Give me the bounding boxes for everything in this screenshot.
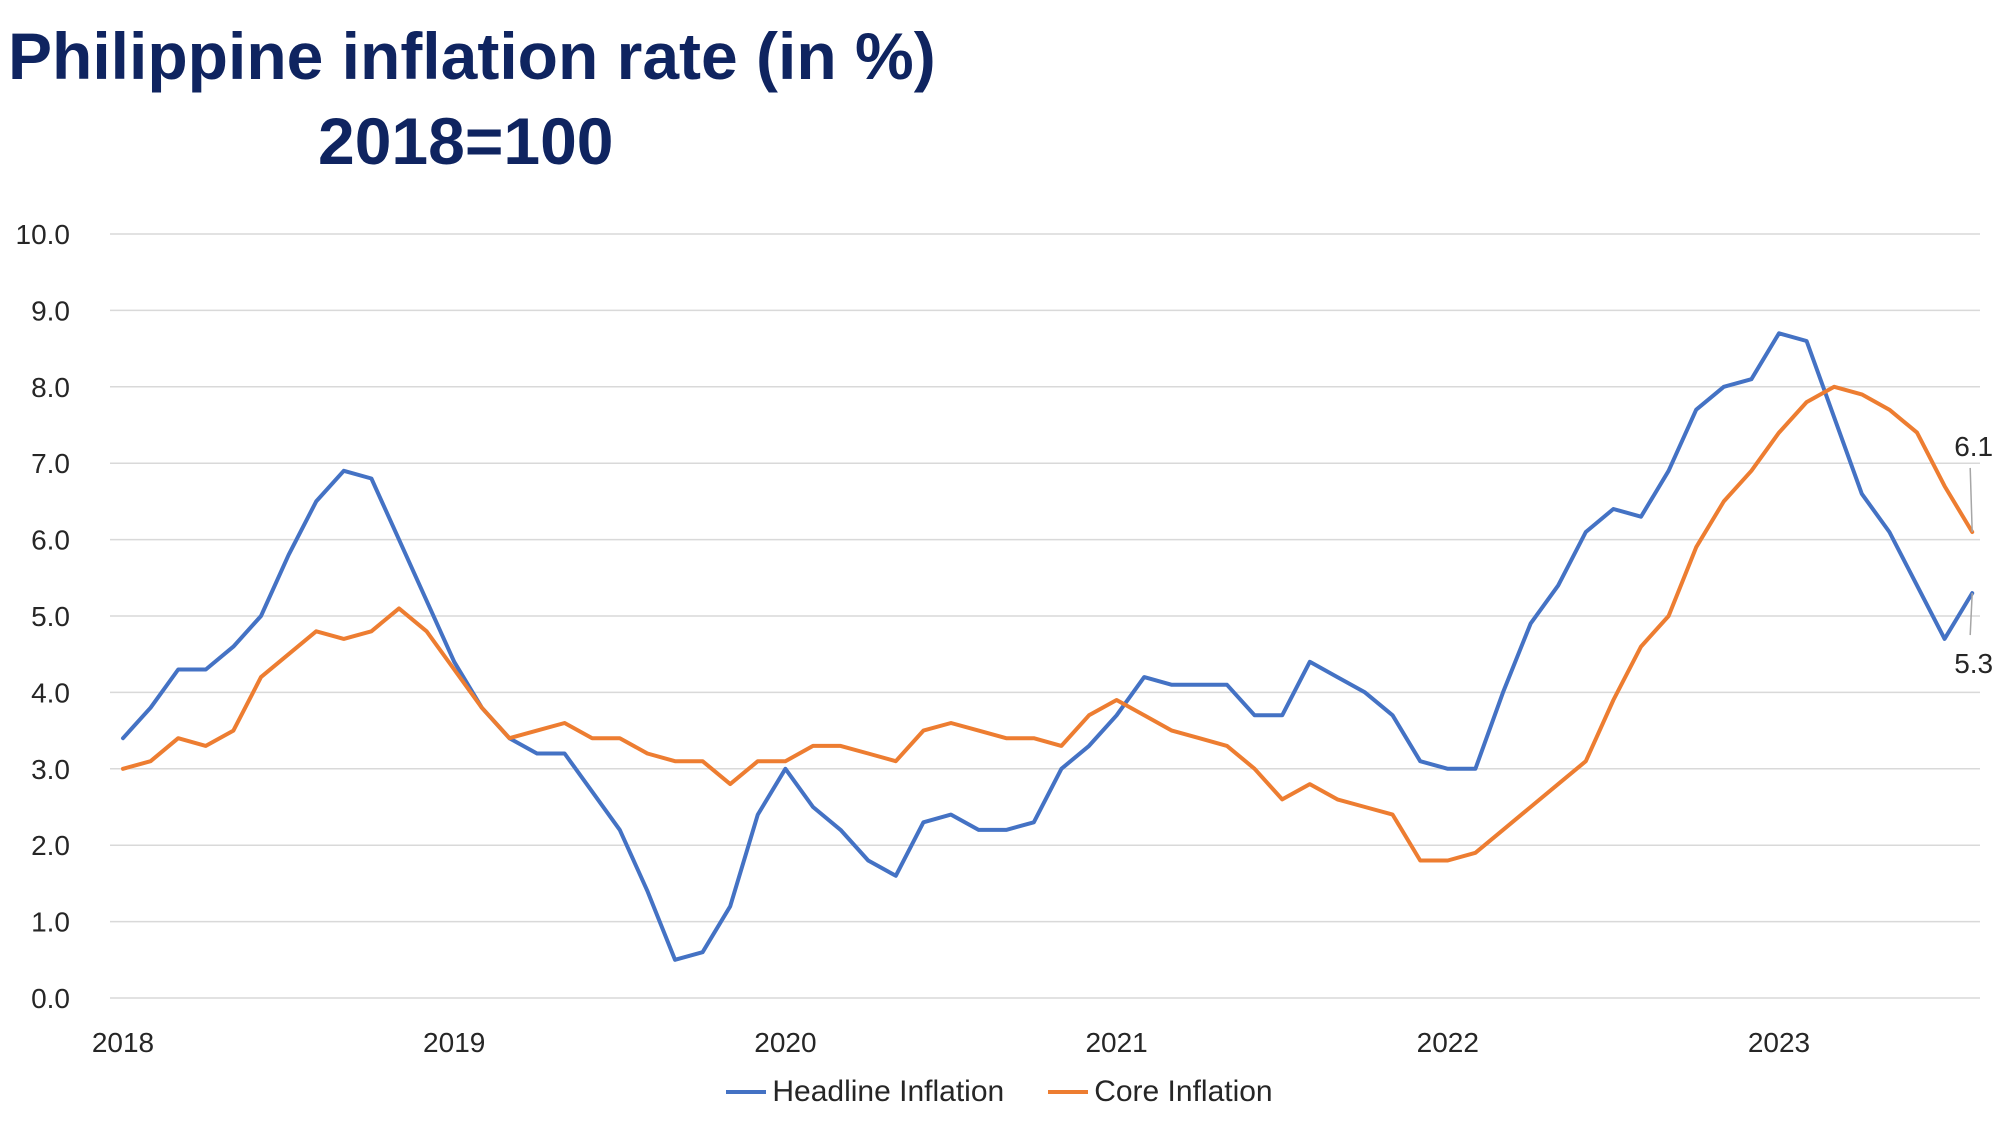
y-tick-label: 8.0 (31, 372, 70, 403)
legend: Headline Inflation Core Inflation (0, 1072, 1999, 1112)
chart-title: Philippine inflation rate (in %) (8, 19, 936, 93)
legend-item-core: Core Inflation (1048, 1075, 1273, 1109)
y-tick-label: 1.0 (31, 907, 70, 938)
headline-inflation-line (121, 331, 1975, 962)
chart-subtitle: 2018=100 (318, 104, 614, 178)
y-tick-label: 6.0 (31, 525, 70, 556)
y-tick-label: 5.0 (31, 601, 70, 632)
y-tick-label: 2.0 (31, 830, 70, 861)
core-end-label: 6.1 (1954, 431, 1993, 462)
y-tick-label: 9.0 (31, 295, 70, 326)
y-tick-label: 7.0 (31, 448, 70, 479)
headline-end-label: 5.3 (1954, 648, 1993, 679)
x-tick-label: 2023 (1748, 1027, 1810, 1058)
grid-lines (110, 233, 1980, 999)
legend-label-core: Core Inflation (1094, 1075, 1273, 1108)
x-tick-label: 2020 (754, 1027, 816, 1058)
end-value-annotations: 6.1 5.3 (1954, 431, 1993, 679)
y-tick-label: 0.0 (31, 983, 70, 1014)
x-axis-labels: 2018 2019 2020 2021 2022 2023 (92, 1027, 1810, 1058)
x-tick-label: 2018 (92, 1027, 154, 1058)
core-annotation-leader (1969, 467, 1973, 532)
y-axis-labels: 0.0 1.0 2.0 3.0 4.0 5.0 6.0 7.0 8.0 9.0 10.0 (16, 219, 71, 1014)
x-tick-label: 2019 (423, 1027, 485, 1058)
legend-swatch-core (1048, 1090, 1089, 1094)
y-tick-label: 10.0 (16, 219, 71, 250)
legend-swatch-headline (726, 1090, 767, 1094)
core-inflation-line (121, 384, 1975, 863)
y-tick-label: 3.0 (31, 754, 70, 785)
legend-item-headline: Headline Inflation (726, 1075, 1004, 1109)
y-tick-label: 4.0 (31, 677, 70, 708)
x-tick-label: 2022 (1417, 1027, 1479, 1058)
legend-label-headline: Headline Inflation (772, 1075, 1005, 1108)
x-tick-label: 2021 (1085, 1027, 1147, 1058)
series-lines (121, 331, 1975, 962)
headline-annotation-leader (1969, 593, 1973, 636)
